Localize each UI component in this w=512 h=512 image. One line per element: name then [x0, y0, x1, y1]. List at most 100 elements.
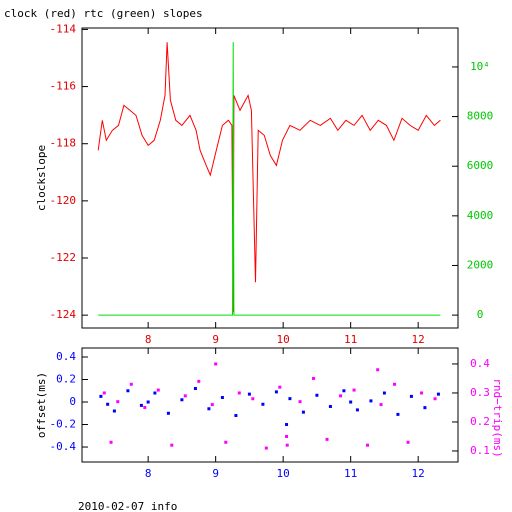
scatter-point	[433, 397, 437, 401]
scatter-point	[393, 382, 397, 386]
scatter-point	[237, 391, 241, 395]
y2-tick-label: 0	[477, 308, 484, 321]
y-tick-label: -116	[50, 80, 77, 93]
scatter-point	[146, 400, 150, 404]
scatter-point	[423, 406, 427, 410]
scatter-point	[409, 394, 413, 398]
scatter-point	[183, 394, 187, 398]
y2-tick-label: 2000	[467, 258, 494, 271]
x-tick-label: 9	[212, 333, 219, 346]
scatter-point	[261, 402, 265, 406]
y2-tick-label: 0.4	[470, 357, 490, 370]
y2-axis-label: rnd−trip(ms)	[491, 378, 504, 457]
y-tick-label: -124	[50, 308, 77, 321]
y-tick-label: -122	[50, 251, 77, 264]
scatter-point	[301, 410, 305, 414]
scatter-point	[379, 403, 383, 407]
scatter-point	[156, 388, 160, 392]
x-tick-label: 10	[277, 467, 290, 480]
scatter-point	[106, 402, 110, 406]
scatter-point	[352, 388, 356, 392]
scatter-point	[355, 408, 359, 412]
y2-tick-label: 4000	[467, 209, 494, 222]
scatter-point	[274, 390, 278, 394]
scatter-point	[139, 403, 143, 407]
scatter-point	[285, 443, 289, 447]
scatter-point	[143, 405, 147, 409]
y2-tick-label: 6000	[467, 159, 494, 172]
scatter-point	[197, 379, 201, 383]
scatter-point	[207, 407, 211, 411]
y2-tick-label: 0.2	[470, 415, 490, 428]
scatter-point	[349, 400, 353, 404]
scatter-point	[102, 391, 106, 395]
y-tick-label: -0.2	[50, 418, 77, 431]
scatter-point	[366, 443, 370, 447]
y-tick-label: -120	[50, 194, 77, 207]
scatter-point	[420, 391, 424, 395]
scatter-point	[116, 400, 120, 404]
x-tick-label: 12	[412, 467, 425, 480]
x-tick-label: 8	[145, 333, 152, 346]
scatter-point	[285, 434, 289, 438]
scatter-point	[312, 376, 316, 380]
scatter-point	[436, 392, 440, 396]
scatter-point	[342, 389, 346, 393]
plot-frame	[81, 347, 459, 463]
scatter-point	[406, 440, 410, 444]
x-tick-label: 10	[277, 333, 290, 346]
scatter-point	[325, 437, 329, 441]
y-tick-label: -114	[50, 22, 77, 35]
y2-tick-label: 10⁴	[470, 60, 490, 73]
x-tick-label: 11	[344, 467, 357, 480]
scatter-point	[214, 362, 218, 366]
chart-title: clock (red) rtc (green) slopes	[4, 7, 203, 20]
scatter-point	[382, 391, 386, 395]
scatter-point	[396, 412, 400, 416]
scatter-point	[278, 385, 282, 389]
scatter-point	[126, 389, 130, 393]
scatter-point	[376, 368, 380, 372]
series-line	[98, 42, 441, 316]
scatter-point	[369, 399, 373, 403]
footer: 2010-02-07 info	[78, 500, 177, 512]
scatter-point	[99, 394, 103, 398]
x-tick-label: 11	[344, 333, 357, 346]
y-axis-label: offset(ms)	[35, 372, 48, 438]
y-tick-label: 0.2	[56, 373, 76, 386]
x-tick-label: 8	[145, 467, 152, 480]
scatter-point	[220, 396, 224, 400]
x-tick-label: 9	[212, 467, 219, 480]
y2-tick-label: 0.1	[470, 444, 490, 457]
scatter-point	[129, 382, 133, 386]
scatter-point	[234, 414, 238, 418]
series-line	[97, 42, 441, 313]
x-tick-label: 12	[412, 333, 425, 346]
scatter-point	[210, 403, 214, 407]
scatter-point	[264, 446, 268, 450]
scatter-point	[251, 397, 255, 401]
scatter-point	[298, 400, 302, 404]
y-tick-label: 0.4	[56, 350, 76, 363]
scatter-point	[224, 440, 228, 444]
scatter-point	[109, 440, 113, 444]
plot-frame	[81, 27, 459, 329]
scatter-point	[339, 394, 343, 398]
y-tick-label: -0.4	[50, 440, 77, 453]
scatter-point	[247, 392, 251, 396]
scatter-point	[170, 443, 174, 447]
scatter-point	[328, 405, 332, 409]
y2-tick-label: 8000	[467, 110, 494, 123]
y-tick-label: 0	[69, 395, 76, 408]
scatter-point	[288, 397, 292, 401]
scatter-point	[180, 398, 184, 402]
scatter-point	[112, 409, 116, 413]
y2-tick-label: 0.3	[470, 386, 490, 399]
y-axis-label: clockslope	[35, 145, 48, 211]
scatter-point	[193, 387, 197, 391]
scatter-point	[315, 393, 319, 397]
scatter-point	[166, 411, 170, 415]
scatter-point	[285, 423, 289, 427]
scatter-point	[153, 391, 157, 395]
